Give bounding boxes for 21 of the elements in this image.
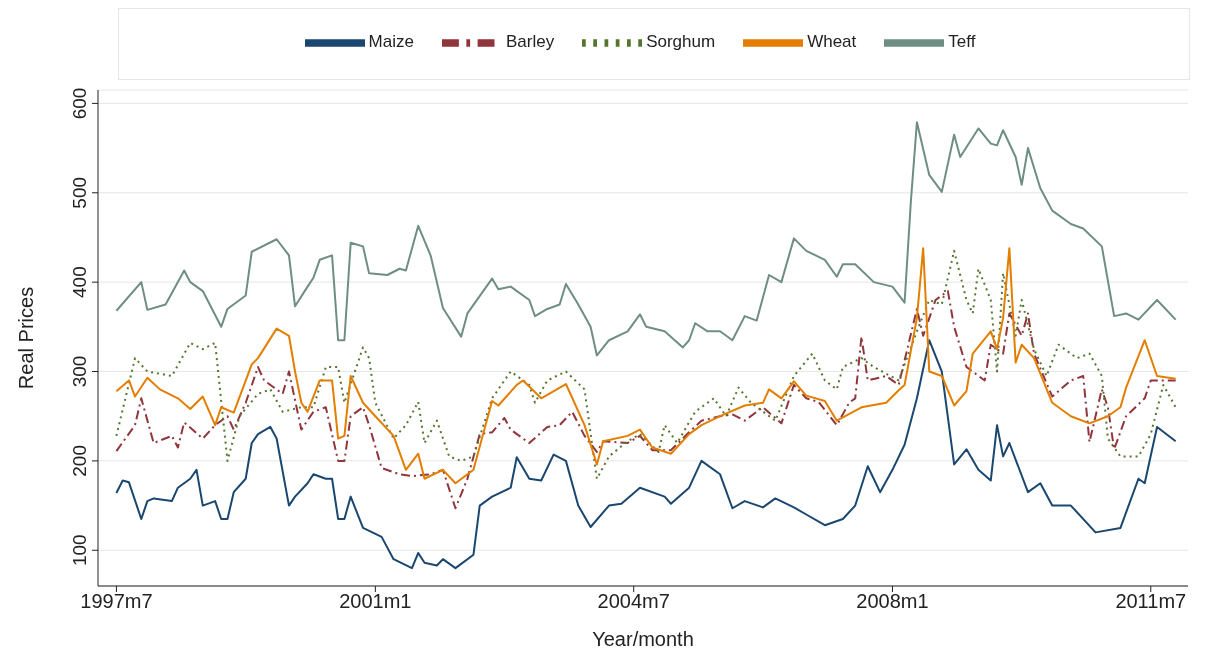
legend-label: Sorghum [646, 32, 716, 52]
line-series [115, 339, 1177, 570]
y-tick-label: 600 [69, 87, 90, 120]
legend-label: Barley [505, 32, 555, 52]
x-tick-label: 2008m1 [856, 590, 929, 613]
x-tick-label: 2011m7 [1115, 590, 1187, 613]
y-tick-label: 400 [69, 266, 90, 298]
y-tick-label: 100 [69, 534, 90, 567]
legend-label: Wheat [807, 32, 857, 52]
x-tick-label: 1997m7 [80, 590, 153, 613]
y-axis-title: Real Prices [15, 286, 38, 390]
y-tick-label: 200 [69, 445, 90, 477]
line-series [115, 121, 1177, 357]
x-tick-label: 2004m7 [597, 590, 670, 613]
y-tick-label: 300 [69, 355, 90, 388]
y-tick-label: 500 [69, 176, 90, 209]
x-axis-title: Year/month [592, 628, 694, 650]
legend-label: Teff [948, 32, 976, 52]
line-series [115, 290, 1177, 510]
legend-label: Maize [368, 32, 414, 52]
x-tick-label: 2001m1 [339, 590, 412, 613]
